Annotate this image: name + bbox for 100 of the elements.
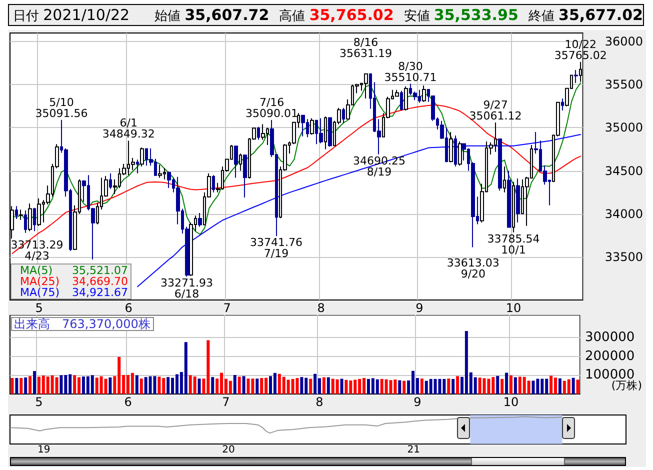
bar bbox=[376, 379, 379, 394]
candlestick bbox=[15, 206, 18, 220]
bar bbox=[233, 375, 236, 394]
bar bbox=[242, 376, 246, 394]
candlestick bbox=[136, 159, 139, 174]
bar bbox=[135, 375, 138, 394]
bar bbox=[108, 377, 112, 394]
bar bbox=[28, 376, 32, 394]
x-tick-label: 9 bbox=[414, 395, 422, 409]
bar bbox=[158, 376, 161, 394]
bar bbox=[558, 378, 562, 394]
bar bbox=[550, 376, 553, 394]
bar bbox=[211, 377, 214, 394]
bar bbox=[309, 378, 312, 394]
y-tick-label: 36000 bbox=[604, 34, 644, 49]
bar bbox=[296, 378, 299, 394]
bar bbox=[402, 380, 406, 394]
chart-title: 出来高 763,370,000株 bbox=[14, 317, 150, 331]
y-tick-label: 33500 bbox=[604, 250, 644, 264]
bar bbox=[15, 378, 18, 394]
series-label: MA(75) 34,921.67 bbox=[20, 286, 128, 299]
bar bbox=[198, 378, 201, 394]
bar bbox=[527, 380, 530, 394]
candlestick bbox=[503, 166, 506, 193]
bar bbox=[532, 380, 535, 394]
candlestick bbox=[239, 153, 242, 172]
bar bbox=[318, 378, 321, 394]
candlestick bbox=[19, 209, 23, 220]
candlestick bbox=[212, 174, 215, 193]
candlestick bbox=[328, 116, 332, 148]
candlestick bbox=[395, 89, 399, 98]
x-tick-label: 5 bbox=[35, 395, 43, 409]
bar bbox=[100, 376, 103, 394]
x-tick-label: 7 bbox=[222, 395, 230, 409]
candlestick bbox=[507, 170, 511, 228]
x-tick-label: 6 bbox=[124, 301, 132, 315]
bar bbox=[291, 378, 294, 394]
bar bbox=[389, 380, 392, 394]
y-tick-label: 35000 bbox=[604, 120, 644, 135]
candlestick bbox=[574, 70, 578, 84]
bar bbox=[398, 380, 402, 394]
y-tick-label: 34000 bbox=[604, 206, 644, 221]
bar bbox=[384, 379, 388, 394]
annotation: 33271.93 6/18 bbox=[160, 276, 214, 301]
text: 終値 35,677.02 bbox=[528, 6, 643, 24]
candlestick bbox=[140, 147, 144, 167]
bar bbox=[166, 377, 170, 394]
bar bbox=[420, 378, 424, 394]
x-tick-label: 9 bbox=[416, 301, 424, 315]
annotation: 8/16 35631.19 bbox=[340, 36, 392, 60]
candlestick bbox=[33, 207, 36, 232]
annotation: 9/27 35061.12 bbox=[469, 98, 522, 122]
annotation: 5/10 35091.56 bbox=[35, 96, 88, 120]
bar bbox=[314, 374, 317, 394]
annotation: 8/30 35510.71 bbox=[384, 60, 437, 84]
candlestick bbox=[37, 198, 41, 226]
bar bbox=[434, 378, 437, 394]
candlestick bbox=[158, 164, 162, 178]
x-tick-label: 6 bbox=[124, 395, 132, 409]
annotation: 33741.76 7/19 bbox=[250, 236, 303, 260]
candlestick bbox=[516, 178, 520, 223]
x-tick-label: 8 bbox=[317, 301, 325, 315]
candlestick bbox=[167, 171, 171, 189]
candlestick bbox=[561, 98, 564, 112]
candlestick bbox=[458, 141, 462, 166]
y-tick-label: 300000 bbox=[585, 330, 635, 346]
candlestick bbox=[198, 212, 202, 228]
bar bbox=[153, 376, 156, 394]
candlestick bbox=[404, 86, 408, 112]
bar bbox=[496, 376, 500, 394]
annotation: 7/16 35090.01 bbox=[246, 96, 298, 120]
y-tick-label: 200000 bbox=[585, 348, 635, 364]
candlestick bbox=[512, 182, 515, 233]
bar bbox=[32, 371, 36, 394]
bar bbox=[300, 377, 304, 394]
bar bbox=[256, 378, 259, 394]
bar bbox=[572, 378, 575, 394]
candlestick bbox=[400, 90, 403, 112]
x-tick-label: 19 bbox=[38, 444, 50, 456]
bar bbox=[344, 380, 348, 394]
bar bbox=[269, 376, 272, 394]
text: 高値 35,765.02 bbox=[279, 6, 394, 24]
candlestick bbox=[301, 114, 305, 137]
candlestick bbox=[454, 134, 457, 167]
bar bbox=[576, 380, 580, 394]
bar bbox=[438, 378, 442, 394]
bar bbox=[336, 379, 339, 394]
bar bbox=[340, 378, 344, 394]
bar bbox=[193, 376, 196, 394]
candlestick bbox=[498, 138, 502, 192]
bar bbox=[447, 378, 450, 394]
bar bbox=[505, 372, 508, 394]
text: 日付 2021/10/22 bbox=[13, 6, 130, 24]
bar bbox=[238, 376, 241, 394]
bar bbox=[567, 379, 570, 394]
candlestick bbox=[319, 118, 323, 144]
candlestick bbox=[342, 107, 345, 124]
annotation: 33785.54 10/1 bbox=[487, 232, 540, 256]
candlestick bbox=[364, 72, 368, 99]
candlestick bbox=[24, 210, 27, 234]
